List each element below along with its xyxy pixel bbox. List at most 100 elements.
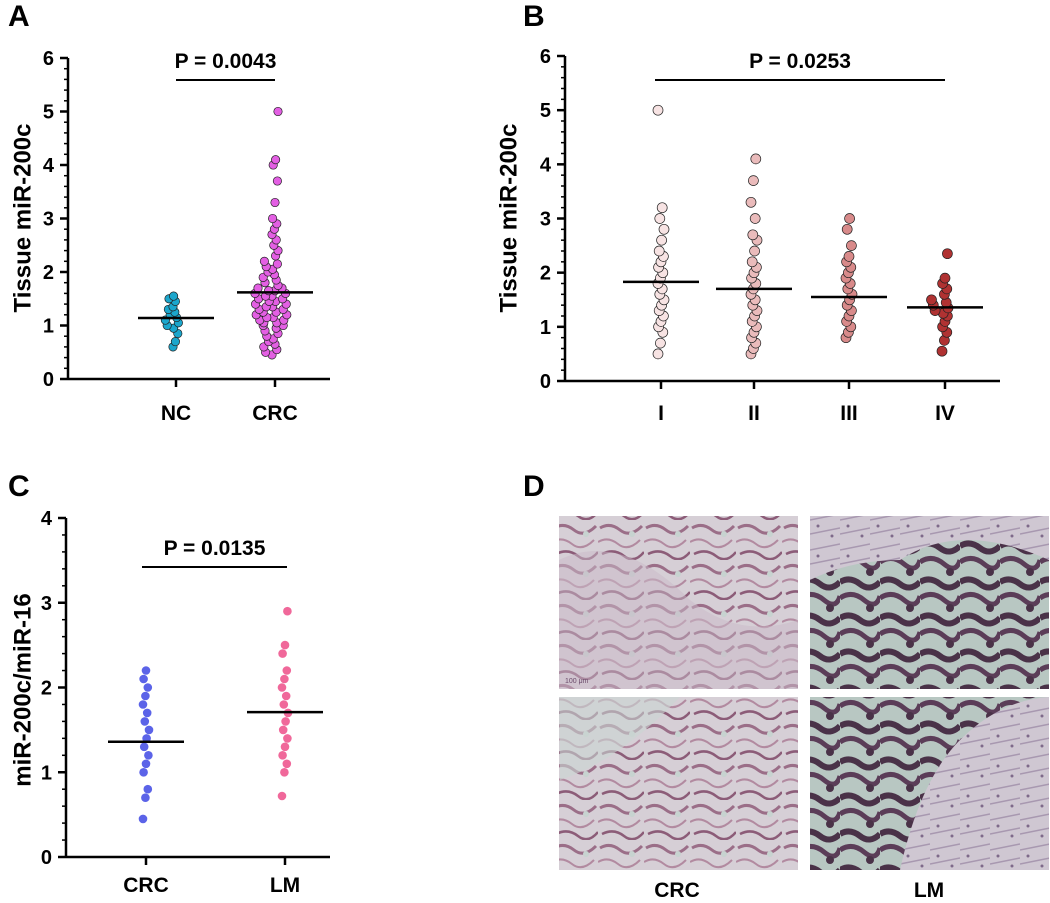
data-point bbox=[141, 666, 151, 675]
data-point bbox=[259, 256, 269, 266]
x-tick-label: LM bbox=[270, 874, 300, 897]
data-point bbox=[142, 708, 152, 718]
y-tick-label: 1 bbox=[41, 762, 52, 784]
data-point bbox=[652, 348, 664, 360]
data-point bbox=[139, 742, 149, 752]
p-value-label: P = 0.0253 bbox=[749, 50, 851, 73]
chart-a: 0 1 2 3 4 5 6 Tissue miR-200c NC CRC P = 0.0043 bbox=[9, 48, 330, 425]
data-point bbox=[270, 197, 280, 208]
data-point bbox=[749, 213, 761, 224]
x-tick-label: CRC bbox=[252, 402, 298, 425]
data-point bbox=[253, 283, 263, 293]
data-point bbox=[140, 717, 150, 726]
data-point bbox=[843, 251, 855, 262]
data-point bbox=[141, 691, 150, 701]
chart-c: 0 1 2 3 4 miR-200c/miR-16 CRC LM P = 0.0135 bbox=[9, 508, 330, 897]
histology-lm-bottom-stroma bbox=[900, 697, 1049, 870]
data-point bbox=[281, 717, 290, 726]
y-tick-label: 4 bbox=[540, 154, 552, 176]
y-tick-label: 0 bbox=[43, 369, 54, 391]
x-tick-label: CRC bbox=[123, 874, 169, 897]
data-point bbox=[745, 196, 757, 208]
data-point bbox=[273, 106, 283, 117]
data-point bbox=[936, 345, 948, 357]
data-point bbox=[280, 640, 290, 650]
data-point bbox=[268, 213, 278, 224]
y-axis-label: miR-200c/miR-16 bbox=[9, 593, 36, 786]
data-point bbox=[264, 286, 274, 296]
y-tick-label: 1 bbox=[540, 317, 551, 339]
x-tick-label: II bbox=[748, 402, 760, 425]
data-point bbox=[746, 256, 758, 268]
data-point bbox=[139, 674, 148, 684]
y-tick-label: 5 bbox=[43, 102, 54, 124]
data-point bbox=[283, 606, 292, 616]
data-point bbox=[278, 725, 288, 735]
y-tick-label: 2 bbox=[43, 262, 54, 284]
data-point bbox=[271, 155, 281, 165]
y-tick-label: 6 bbox=[43, 48, 54, 70]
data-point bbox=[282, 759, 292, 769]
data-point bbox=[272, 176, 282, 186]
data-point bbox=[939, 272, 951, 284]
x-tick-label: NC bbox=[161, 402, 191, 425]
data-point bbox=[138, 700, 148, 709]
data-point bbox=[653, 245, 665, 257]
histology-panel: 100 μm CRC LM bbox=[559, 516, 1049, 902]
p-value-label: P = 0.0043 bbox=[175, 50, 277, 73]
y-tick-label: 4 bbox=[41, 508, 53, 530]
data-point bbox=[844, 213, 855, 224]
data-point bbox=[656, 202, 668, 214]
data-point bbox=[141, 793, 150, 802]
data-point bbox=[283, 734, 292, 743]
data-point bbox=[846, 240, 857, 251]
data-point bbox=[144, 725, 154, 735]
data-point bbox=[170, 337, 180, 347]
y-axis-label: Tissue miR-200c bbox=[9, 124, 36, 313]
data-point bbox=[143, 683, 153, 692]
data-point bbox=[278, 751, 287, 760]
data-point bbox=[143, 784, 153, 794]
data-point bbox=[169, 291, 179, 301]
data-point bbox=[280, 674, 289, 684]
data-point bbox=[144, 751, 153, 760]
histology-crc-bottom-shade bbox=[559, 697, 680, 780]
y-tick-label: 6 bbox=[540, 46, 551, 68]
panel-label-c: C bbox=[8, 470, 30, 503]
x-tick-label: I bbox=[658, 402, 664, 425]
data-point bbox=[278, 649, 287, 658]
histology-label-lm: LM bbox=[914, 879, 944, 902]
p-value-label: P = 0.0135 bbox=[164, 537, 266, 560]
data-point bbox=[658, 223, 670, 235]
histology-label-crc: CRC bbox=[654, 879, 700, 902]
data-point bbox=[141, 759, 151, 769]
data-point bbox=[652, 104, 664, 116]
data-point bbox=[139, 768, 148, 777]
data-point bbox=[280, 768, 289, 777]
data-point bbox=[277, 683, 287, 692]
panel-label-b: B bbox=[523, 0, 545, 33]
y-tick-label: 2 bbox=[41, 678, 52, 700]
data-point bbox=[281, 691, 291, 701]
data-point bbox=[748, 175, 759, 186]
x-tick-label: III bbox=[840, 402, 858, 425]
data-point bbox=[279, 700, 289, 709]
data-point bbox=[747, 229, 759, 241]
data-point bbox=[656, 234, 667, 246]
data-point bbox=[272, 259, 282, 269]
scale-bar-label: 100 μm bbox=[565, 678, 589, 685]
panel-label-a: A bbox=[8, 0, 30, 33]
data-point bbox=[926, 294, 937, 306]
x-tick-label: IV bbox=[935, 402, 955, 425]
data-point bbox=[749, 245, 760, 257]
y-tick-label: 0 bbox=[41, 847, 52, 869]
data-point bbox=[277, 791, 287, 801]
data-point bbox=[942, 248, 953, 260]
data-point bbox=[655, 337, 666, 349]
y-tick-label: 0 bbox=[540, 371, 551, 393]
y-tick-label: 5 bbox=[540, 100, 551, 122]
data-point bbox=[138, 814, 148, 824]
data-point bbox=[282, 666, 292, 675]
